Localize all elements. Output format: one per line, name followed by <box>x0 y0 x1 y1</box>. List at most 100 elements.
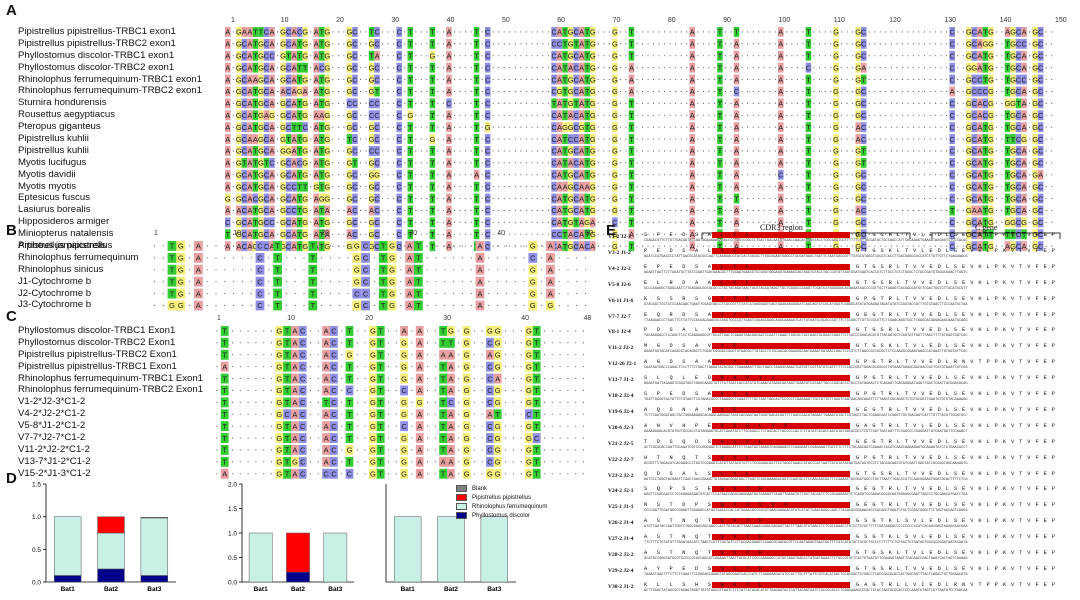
match-dot <box>741 31 743 33</box>
nucleotide-cell <box>345 373 354 384</box>
match-dot <box>435 257 437 259</box>
match-dot <box>935 102 937 104</box>
nucleotide-cell <box>589 229 596 240</box>
match-dot <box>846 209 848 211</box>
nucleotide-letter: C <box>573 123 579 132</box>
nucleotide-letter: C <box>396 206 402 215</box>
nucleotide-letter: T <box>806 99 811 108</box>
nucleotide-letter: T <box>416 266 421 275</box>
nucleotide-letter: T <box>408 171 413 180</box>
match-dot <box>365 221 367 223</box>
nucleotide-cell <box>1010 193 1016 204</box>
nucleotide-cell <box>1010 86 1016 97</box>
nucleotide-cell <box>612 181 618 192</box>
nucleotide-letter: A <box>417 339 422 348</box>
nucleotide-letter: A <box>196 289 201 298</box>
match-dot <box>995 114 997 116</box>
nucleotide-letter: G <box>280 52 286 61</box>
match-dot <box>582 342 585 344</box>
nucleotide-letter: T <box>474 40 479 49</box>
nucleotide-cell <box>982 27 989 37</box>
nucleotide-letter: T <box>1005 87 1010 96</box>
nucleotide-cell <box>982 205 989 216</box>
match-dot <box>525 67 527 69</box>
nucleotide-cell <box>860 110 867 121</box>
nucleotide-cell <box>462 397 471 408</box>
ruler-tick: 10 <box>280 17 289 24</box>
nucleotide-cell <box>225 217 231 228</box>
match-dot <box>885 221 887 223</box>
nucleotide-cell <box>556 62 563 73</box>
match-dot <box>597 55 599 57</box>
match-dot <box>1045 90 1047 92</box>
nucleotide-cell <box>977 169 983 180</box>
match-dot <box>294 245 296 247</box>
nucleotide-cell <box>689 86 696 97</box>
match-dot <box>653 90 655 92</box>
nucleotide-cell <box>291 337 299 348</box>
match-dot <box>582 378 585 380</box>
nucleotide-cell <box>275 397 284 408</box>
nucleotide-cell <box>1032 193 1038 204</box>
match-dot <box>636 90 638 92</box>
nucleotide-letter: A <box>292 159 297 168</box>
match-dot <box>206 281 208 283</box>
nucleotide-cell <box>805 134 812 144</box>
nucleotide-letter: G <box>590 99 596 108</box>
match-dot <box>890 221 892 223</box>
nucleotide-cell <box>1015 38 1022 49</box>
nucleotide-letter: A <box>446 87 451 96</box>
match-dot <box>332 31 334 33</box>
nucleotide-letter: C <box>734 87 740 96</box>
nucleotide-letter: A <box>247 87 252 96</box>
match-dot <box>818 43 821 45</box>
match-dot <box>337 55 339 57</box>
nucleotide-cell <box>584 74 590 85</box>
ruler-tick: 70 <box>612 17 621 24</box>
match-dot <box>636 198 638 200</box>
nucleotide-letter: C <box>585 242 591 251</box>
match-dot <box>347 257 349 259</box>
match-dot <box>896 209 898 211</box>
match-dot <box>741 114 743 116</box>
nucleotide-cell <box>977 74 983 85</box>
match-dot <box>846 221 848 223</box>
nucleotide-letter: T <box>170 266 175 275</box>
nucleotide-cell <box>949 74 955 85</box>
match-dot <box>364 354 366 356</box>
match-dot <box>995 162 997 164</box>
nucleotide-cell <box>247 169 253 180</box>
match-dot <box>232 186 234 188</box>
nucleotide-letter: C <box>374 40 380 49</box>
match-dot <box>459 31 461 33</box>
nucleotide-cell <box>475 241 485 251</box>
nucleotide-letter: T <box>408 28 413 37</box>
nucleotide-cell <box>308 288 318 299</box>
nucleotide-cell <box>567 193 574 204</box>
match-dot <box>747 31 749 33</box>
nucleotide-cell <box>612 169 618 180</box>
match-dot <box>470 257 472 259</box>
nucleotide-cell <box>1037 157 1044 168</box>
match-dot <box>664 221 666 223</box>
nucleotide-letter: C <box>374 182 380 191</box>
match-dot <box>852 55 854 57</box>
match-dot <box>559 425 561 427</box>
match-dot <box>365 55 367 57</box>
nucleotide-letter: T <box>369 52 374 61</box>
match-dot <box>525 79 527 81</box>
match-dot <box>233 293 235 295</box>
match-dot <box>1001 102 1003 104</box>
match-dot <box>802 31 804 33</box>
match-dot <box>231 342 234 344</box>
nucleotide-cell <box>405 300 414 311</box>
nucleotide-letter: G <box>448 327 454 336</box>
nucleotide-letter: T <box>534 410 539 419</box>
nucleotide-letter: T <box>408 63 413 72</box>
match-dot <box>923 114 926 116</box>
match-dot <box>365 31 367 33</box>
match-dot <box>453 114 456 116</box>
nucleotide-cell <box>252 157 259 168</box>
match-dot <box>785 186 787 188</box>
nucleotide-cell <box>374 181 380 192</box>
